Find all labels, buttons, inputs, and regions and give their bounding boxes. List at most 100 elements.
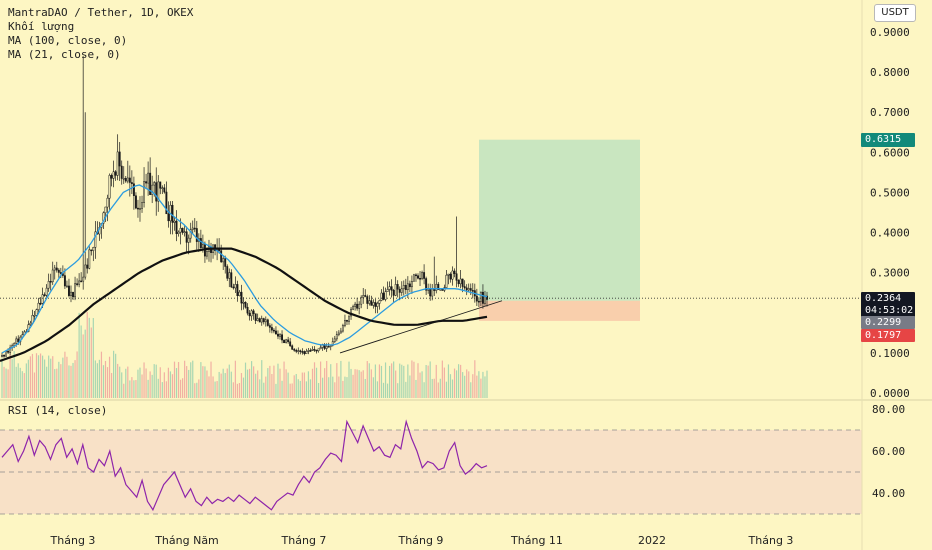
- candle-body: [3, 355, 5, 357]
- currency-button[interactable]: USDT: [874, 4, 916, 22]
- volume-bar: [110, 372, 113, 398]
- volume-bar: [149, 371, 151, 398]
- volume-bar: [196, 382, 198, 398]
- candle-body: [283, 339, 286, 343]
- candle-body: [445, 274, 448, 288]
- volume-bar: [433, 378, 435, 398]
- candle-body: [469, 288, 472, 291]
- candle-body: [386, 289, 389, 292]
- candle-body: [471, 290, 474, 292]
- symbol-title[interactable]: MantraDAO / Tether, 1D, OKEX: [8, 6, 194, 19]
- candle-body: [41, 294, 44, 304]
- volume-bar: [447, 364, 450, 398]
- volume-bar: [346, 377, 348, 398]
- volume-bar: [429, 361, 431, 398]
- volume-bar: [204, 366, 206, 398]
- candle-body: [309, 350, 312, 352]
- volume-bar: [374, 364, 376, 398]
- price-tick-label: 0.4000: [870, 227, 910, 240]
- candle-body: [453, 270, 456, 274]
- candle-body: [224, 258, 227, 267]
- volume-bar: [68, 365, 70, 398]
- volume-bar: [338, 376, 340, 398]
- volume-bar: [354, 369, 356, 398]
- candle-body: [74, 283, 77, 298]
- volume-bar: [236, 383, 238, 398]
- price-tick-label: 0.6000: [870, 146, 910, 159]
- volume-bar: [46, 366, 48, 398]
- rsi-legend-label[interactable]: RSI (14, close): [8, 404, 108, 417]
- volume-bar: [7, 369, 9, 398]
- volume-bar: [155, 364, 157, 398]
- time-tick-label: 2022: [638, 534, 666, 547]
- volume-bar: [486, 370, 488, 398]
- volume-bar: [421, 371, 423, 398]
- volume-bar: [484, 376, 486, 398]
- volume-bar: [322, 377, 324, 398]
- volume-bar: [82, 334, 84, 398]
- candle-body: [238, 291, 241, 296]
- volume-bar: [342, 380, 344, 398]
- volume-bar: [232, 382, 234, 398]
- candle-body: [31, 315, 34, 324]
- candle-body: [153, 182, 156, 186]
- candle-body: [155, 182, 158, 202]
- volume-bar: [401, 364, 403, 398]
- stop-zone: [479, 300, 640, 321]
- candle-body: [268, 325, 271, 328]
- volume-bar: [366, 361, 368, 398]
- candle-body: [63, 275, 66, 287]
- volume-bar: [9, 354, 11, 398]
- volume-bar: [100, 351, 103, 398]
- candle-body: [5, 350, 8, 357]
- candle-body: [118, 151, 121, 167]
- time-tick-label: Tháng 3: [50, 534, 96, 547]
- volume-bar: [44, 359, 46, 398]
- candle-body: [106, 197, 109, 208]
- candle-body: [191, 227, 194, 230]
- volume-bar: [165, 381, 167, 398]
- volume-bar: [336, 363, 338, 398]
- volume-bar: [33, 372, 36, 398]
- candle-body: [187, 237, 190, 243]
- rsi-axis: 80.00 60.00 40.00: [872, 403, 905, 500]
- ma100-legend[interactable]: MA (100, close, 0): [8, 34, 128, 47]
- volume-bar: [330, 364, 332, 398]
- volume-bar: [234, 360, 236, 398]
- volume-legend[interactable]: Khối lượng: [8, 20, 75, 33]
- candle-body: [195, 228, 198, 242]
- candle-body: [341, 325, 344, 332]
- candle-body: [65, 285, 68, 288]
- volume-bar: [348, 361, 350, 398]
- volume-bar: [108, 356, 111, 398]
- candle-body: [356, 303, 359, 309]
- volume-bar: [224, 373, 226, 398]
- volume-bar: [281, 380, 283, 398]
- volume-bar: [35, 353, 38, 398]
- volume-bar: [255, 373, 257, 398]
- volume-bar: [230, 371, 232, 398]
- candle-body: [301, 351, 304, 353]
- volume-bar: [251, 361, 253, 398]
- candle-body: [352, 306, 355, 310]
- stop-price-tag: 0.1797: [861, 329, 915, 342]
- ma21-legend[interactable]: MA (21, close, 0): [8, 48, 121, 61]
- price-tick-label: 0.8000: [870, 66, 910, 79]
- candle-body: [35, 309, 38, 316]
- volume-bar: [48, 355, 50, 398]
- candle-body: [419, 277, 421, 280]
- candle-body: [220, 250, 223, 263]
- volume-bar: [368, 363, 370, 398]
- volume-bar: [102, 365, 105, 398]
- volume-bar: [279, 368, 281, 398]
- price-tick-label: 0.5000: [870, 186, 910, 199]
- volume-bar: [143, 362, 145, 398]
- volume-bar: [1, 358, 3, 398]
- volume-bar: [88, 317, 90, 398]
- candle-body: [76, 283, 79, 285]
- volume-bar: [472, 374, 474, 398]
- volume-bar: [86, 311, 88, 398]
- volume-bar: [405, 381, 407, 398]
- volume-bar: [151, 374, 153, 398]
- volume-bar: [364, 378, 366, 398]
